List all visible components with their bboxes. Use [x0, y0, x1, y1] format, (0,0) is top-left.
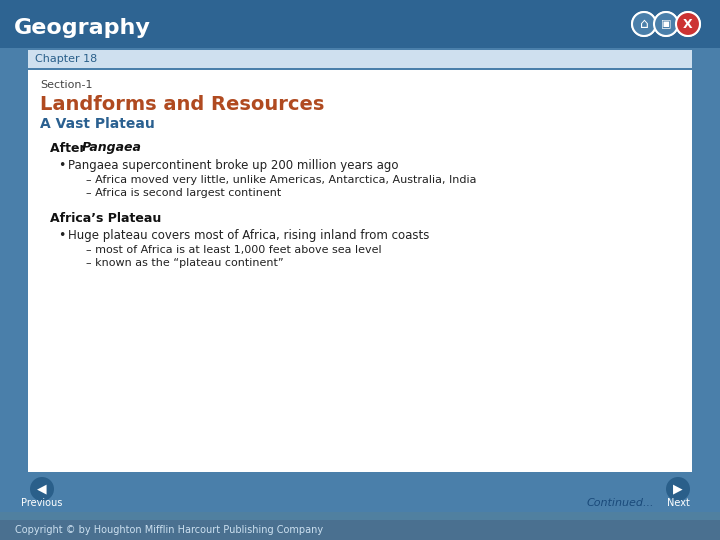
Bar [28, 50, 692, 68]
Bar [28, 470, 692, 472]
Text: A Vast Plateau: A Vast Plateau [40, 117, 155, 131]
Circle shape [632, 12, 656, 36]
Text: X: X [683, 18, 693, 31]
Text: ▶: ▶ [673, 483, 683, 496]
Bar [0, 0, 720, 48]
Circle shape [30, 477, 54, 501]
Text: – Africa moved very little, unlike Americas, Antarctica, Australia, India: – Africa moved very little, unlike Ameri… [86, 175, 477, 185]
Circle shape [632, 12, 656, 36]
Text: ⌂: ⌂ [639, 17, 649, 31]
Bar [0, 472, 720, 520]
Circle shape [676, 12, 700, 36]
Bar [28, 70, 692, 470]
Text: Landforms and Resources: Landforms and Resources [40, 94, 325, 113]
Text: •: • [58, 159, 66, 172]
Text: Pangaea: Pangaea [82, 141, 142, 154]
Text: Copyright © by Houghton Mifflin Harcourt Publishing Company: Copyright © by Houghton Mifflin Harcourt… [15, 525, 323, 535]
Circle shape [654, 12, 678, 36]
Text: – known as the “plateau continent”: – known as the “plateau continent” [86, 258, 284, 268]
Text: Huge plateau covers most of Africa, rising inland from coasts: Huge plateau covers most of Africa, risi… [68, 228, 429, 241]
Bar [0, 512, 720, 540]
Text: ▣: ▣ [661, 19, 671, 29]
Text: – Africa is second largest continent: – Africa is second largest continent [86, 188, 282, 198]
Text: – most of Africa is at least 1,000 feet above sea level: – most of Africa is at least 1,000 feet … [86, 245, 382, 255]
Text: Africa’s Plateau: Africa’s Plateau [50, 212, 161, 225]
Circle shape [676, 12, 700, 36]
Circle shape [654, 12, 678, 36]
Text: •: • [58, 228, 66, 241]
Bar [0, 520, 720, 540]
Text: Pangaea supercontinent broke up 200 million years ago: Pangaea supercontinent broke up 200 mill… [68, 159, 398, 172]
Text: Previous: Previous [22, 498, 63, 508]
Text: ◀: ◀ [37, 483, 47, 496]
Text: Chapter 18: Chapter 18 [35, 54, 97, 64]
Text: Geography: Geography [14, 18, 151, 38]
Text: After: After [50, 141, 90, 154]
Circle shape [666, 477, 690, 501]
Text: Continued...: Continued... [586, 498, 654, 508]
Text: Next: Next [667, 498, 690, 508]
Text: Section-1: Section-1 [40, 80, 92, 90]
